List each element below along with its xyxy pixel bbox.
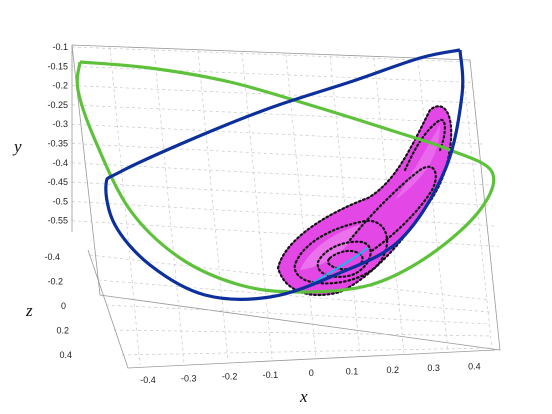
series-layer <box>75 48 496 301</box>
grid-layer <box>71 44 501 369</box>
y-axis-label: y <box>12 137 22 156</box>
y-tick-label: -0.2 <box>52 81 68 91</box>
z-tick-label: -0.4 <box>44 252 60 262</box>
x-tick-label: 0.1 <box>346 367 359 377</box>
grid-line-z-0 <box>89 254 491 301</box>
y-tick-label: -0.15 <box>47 61 68 71</box>
z-tick-label: 0 <box>61 301 66 311</box>
grid-line-x-4 <box>285 54 317 358</box>
x-tick-labels: -0.4 -0.3 -0.2 -0.1 0 0.1 0.2 0.3 0.4 <box>140 361 480 385</box>
y-tick-label: -0.1 <box>52 42 68 52</box>
grid-line-x-1 <box>153 48 185 364</box>
grid-line-x-0 <box>109 46 141 366</box>
x-tick-label: 0.4 <box>468 361 481 371</box>
grid-line-x-3 <box>241 52 273 360</box>
surface-highlight <box>300 225 360 270</box>
series-line-1 <box>104 48 465 301</box>
series-line-0 <box>75 60 496 294</box>
y-tick-label: -0.55 <box>47 216 68 226</box>
x-tick-label: 0 <box>309 368 314 378</box>
grid-line-y-0 <box>71 46 471 63</box>
grid-line-y-9 <box>71 220 499 247</box>
x-tick-label: -0.1 <box>263 370 279 380</box>
grid-line-y-8 <box>71 201 496 227</box>
grid-line-y-3 <box>71 104 480 124</box>
x-tick-label: 0.2 <box>387 365 400 375</box>
grid-line-z-3 <box>113 329 491 337</box>
x-tick-label: 0.3 <box>427 363 440 373</box>
y-tick-label: -0.45 <box>47 177 68 187</box>
dotted-orbit-1 <box>293 219 389 285</box>
y-tick-label: -0.5 <box>52 196 68 206</box>
x-axis-label: x <box>299 387 308 406</box>
dotted-orbit-4 <box>348 165 437 254</box>
z-tick-label: 0.2 <box>56 326 69 336</box>
y-tick-label: -0.4 <box>52 158 68 168</box>
x-tick-label: -0.3 <box>181 373 197 383</box>
x-tick-label: -0.4 <box>140 375 156 385</box>
grid-line-x-8 <box>461 61 493 350</box>
y-tick-label: -0.35 <box>47 139 68 149</box>
grid-line-x-5 <box>329 55 361 356</box>
z-tick-label: -0.2 <box>47 277 63 287</box>
grid-line-x-7 <box>417 59 449 352</box>
x-tick-label: -0.2 <box>222 372 238 382</box>
y-tick-label: -0.25 <box>47 100 68 110</box>
floor-front-edge <box>87 249 496 369</box>
back-wall-frame <box>71 44 501 351</box>
dotted-orbit-5 <box>403 118 446 172</box>
grid-line-y-1 <box>71 65 474 83</box>
z-tick-label: 0.4 <box>59 350 72 360</box>
y-tick-label: -0.3 <box>52 119 68 129</box>
grid-line-x-6 <box>373 57 405 354</box>
y-tick-labels: -0.1 -0.15 -0.2 -0.25 -0.3 -0.35 -0.4 -0.45 -0.5… <box>47 42 68 226</box>
grid-line-x-2 <box>197 50 229 362</box>
grid-lines <box>71 46 499 366</box>
dotted-orbit-outer <box>276 105 453 296</box>
grid-line-y-2 <box>71 85 477 104</box>
grid-line-z-4 <box>121 347 491 356</box>
grid-line-z-2 <box>105 304 491 325</box>
z-axis-label: z <box>25 301 33 320</box>
z-tick-labels: -0.4 -0.2 0 0.2 0.4 <box>44 252 72 360</box>
